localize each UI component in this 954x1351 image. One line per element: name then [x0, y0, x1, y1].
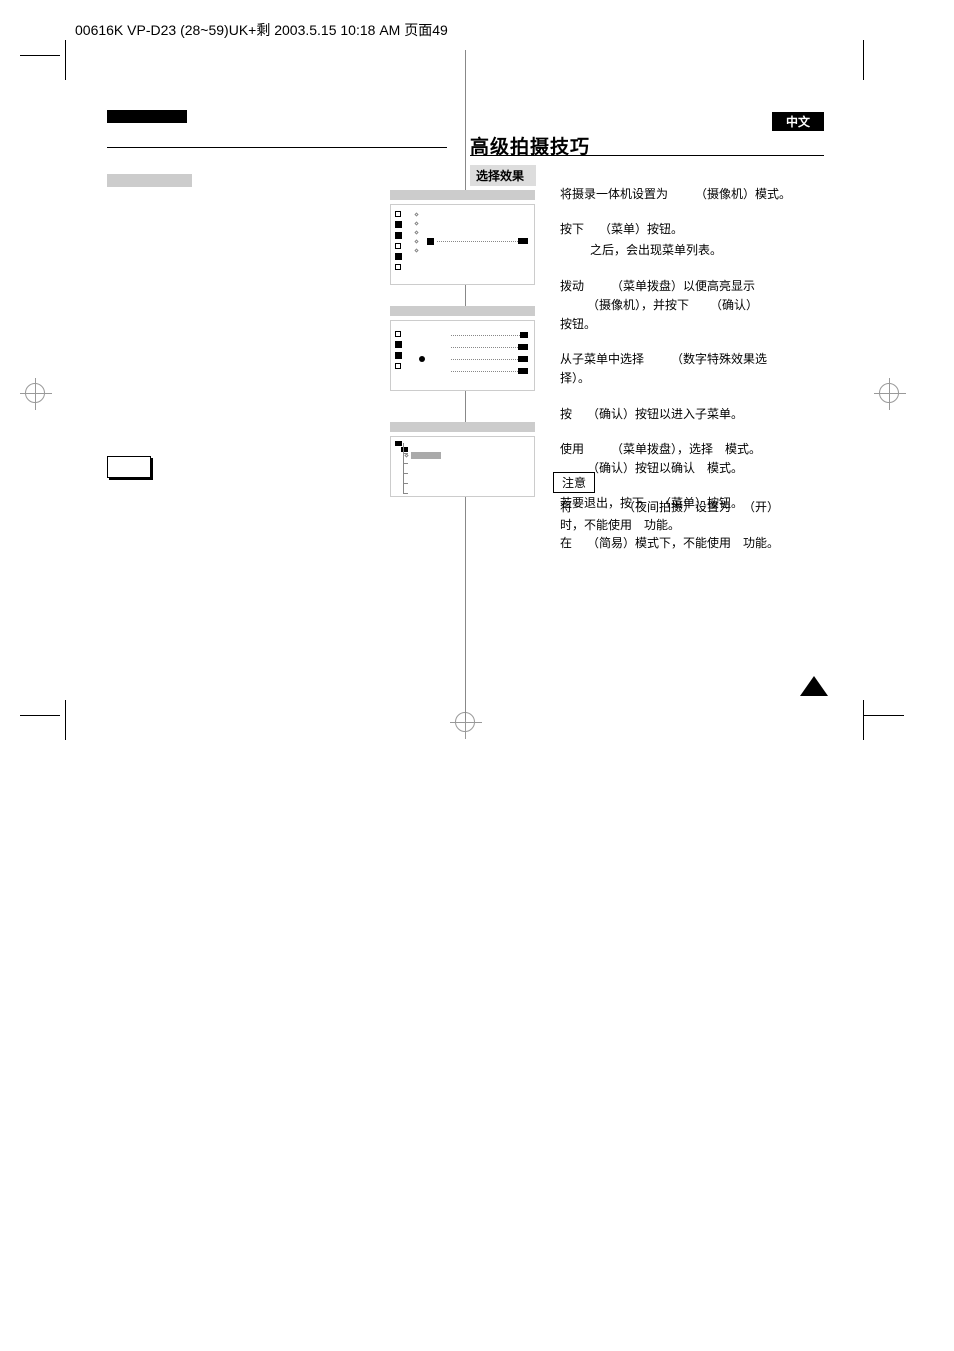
note-1: 将 （夜间拍摄）设置为 （开） 时，不能使用 功能。: [560, 498, 824, 534]
instruction-steps: 将摄录一体机设置为 （摄像机）模式。 按下 （菜单）按钮。 之后，会出现菜单列表…: [560, 185, 824, 529]
left-subheader-bar: [107, 174, 192, 187]
note-2: 在 （简易）模式下，不能使用 功能。: [560, 534, 824, 552]
registration-mark: [25, 383, 45, 403]
crop-mark: [20, 715, 60, 716]
step-1: 将摄录一体机设置为 （摄像机）模式。: [560, 185, 824, 204]
step-6: 使用 （菜单拨盘），选择 模式。 （确认）按钮以确认 模式。: [560, 440, 824, 478]
lcd-mock-1: [390, 190, 535, 285]
section-select-effect: 选择效果: [470, 165, 536, 186]
right-header-rule: [470, 155, 824, 156]
lcd-mock-2: [390, 306, 535, 391]
step-2-sub: 之后，会出现菜单列表。: [560, 241, 824, 260]
step-4: 从子菜单中选择 （数字特殊效果选 择）。: [560, 350, 824, 388]
registration-mark: [879, 383, 899, 403]
page-turn-indicator-icon: [800, 676, 828, 696]
notes-block: 将 （夜间拍摄）设置为 （开） 时，不能使用 功能。 在 （简易）模式下，不能使…: [560, 498, 824, 552]
page-spread: 中文 高级拍摄技巧 选择效果: [65, 50, 864, 720]
crop-mark: [20, 55, 60, 56]
language-tag: 中文: [772, 112, 824, 131]
crop-mark: [864, 715, 904, 716]
step-3: 拨动 （菜单拨盘）以便高亮显示 （摄像机），并按下 （确认） 按钮。: [560, 277, 824, 335]
left-header-bar: [107, 110, 187, 123]
left-header-rule: [107, 147, 447, 148]
step-5: 按 （确认）按钮以进入子菜单。: [560, 405, 824, 424]
page-number-box: [107, 456, 151, 478]
step-2: 按下 （菜单）按钮。: [560, 220, 824, 239]
header-filename: 00616K VP-D23 (28~59)UK+剩 2003.5.15 10:1…: [75, 20, 448, 40]
lcd-mock-3: [390, 422, 535, 497]
notice-label: 注意: [553, 472, 595, 493]
